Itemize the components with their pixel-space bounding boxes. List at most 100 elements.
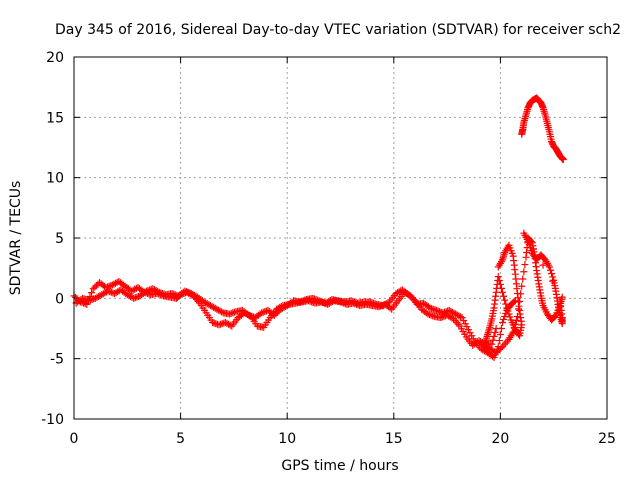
data-point-marker [506, 313, 514, 321]
data-point-marker [91, 283, 99, 291]
data-point-marker [499, 318, 507, 326]
data-point-marker [227, 309, 235, 317]
data-point-marker [317, 297, 325, 305]
data-point-marker [517, 290, 525, 298]
data-point-marker [144, 286, 152, 294]
data-point-marker [426, 304, 434, 312]
data-point-marker [299, 297, 307, 305]
data-point-marker [210, 319, 218, 327]
data-point-marker [262, 307, 270, 315]
data-point-marker [90, 295, 98, 303]
data-point-marker [92, 282, 100, 290]
data-point-marker [157, 289, 165, 297]
y-tick-label: 10 [46, 171, 64, 187]
data-point-marker [408, 294, 416, 302]
data-point-marker [499, 288, 507, 296]
data-point-marker [429, 312, 437, 320]
data-point-marker [458, 314, 466, 322]
x-axis-label: GPS time / hours [281, 458, 398, 474]
data-point-marker [155, 288, 163, 296]
data-point-marker [107, 282, 115, 290]
data-point-marker [434, 307, 442, 315]
data-point-marker [525, 241, 533, 249]
data-point-marker [168, 290, 176, 298]
series-track-c [479, 229, 566, 357]
data-point-marker [386, 304, 394, 312]
data-point-marker [524, 238, 532, 246]
data-point-marker [106, 288, 114, 296]
data-point-marker [466, 329, 474, 337]
data-point-marker [82, 296, 90, 304]
data-point-marker [312, 296, 320, 304]
data-point-marker [405, 291, 413, 299]
data-point-marker [104, 287, 112, 295]
data-point-marker [371, 300, 379, 308]
data-point-marker [513, 312, 521, 320]
data-point-marker [245, 311, 253, 319]
data-point-marker [410, 295, 418, 303]
data-point-marker [226, 310, 234, 318]
data-point-marker [88, 296, 96, 304]
data-point-marker [368, 299, 376, 307]
data-point-marker [500, 315, 508, 323]
data-point-marker [558, 293, 566, 301]
data-point-marker [186, 289, 194, 297]
data-point-marker [314, 296, 322, 304]
data-point-marker [309, 294, 317, 302]
data-marks [70, 94, 567, 361]
data-point-marker [491, 348, 499, 356]
data-point-marker [298, 297, 306, 305]
data-point-marker [504, 307, 512, 315]
data-point-marker [461, 320, 469, 328]
data-point-marker [496, 331, 504, 339]
data-point-marker [547, 266, 555, 274]
series-track-d [518, 94, 567, 164]
plot-frame [73, 56, 608, 420]
data-point-marker [464, 326, 472, 334]
data-point-marker [85, 297, 93, 305]
data-point-marker [505, 310, 513, 318]
data-point-marker [133, 293, 141, 301]
data-point-marker [519, 275, 527, 283]
x-tick-label: 25 [598, 431, 616, 447]
x-tick-label: 0 [70, 431, 79, 447]
data-point-marker [460, 317, 468, 325]
data-point-marker [526, 244, 534, 252]
chart-title: Day 345 of 2016, Sidereal Day-to-day VTE… [55, 22, 621, 38]
data-point-marker [217, 320, 225, 328]
data-point-marker [250, 313, 258, 321]
data-point-marker [215, 321, 223, 329]
series-track-b [72, 285, 500, 349]
data-point-marker [497, 344, 505, 352]
data-point-marker [429, 305, 437, 313]
data-point-marker [432, 306, 440, 314]
y-tick-label: 0 [55, 291, 64, 307]
data-point-marker [130, 294, 138, 302]
data-point-marker [230, 308, 238, 316]
data-point-marker [259, 308, 267, 316]
data-point-marker [310, 295, 318, 303]
data-point-marker [80, 295, 88, 303]
data-point-marker [406, 292, 414, 300]
data-point-marker [366, 298, 374, 306]
data-point-marker [500, 341, 508, 349]
data-point-marker [272, 310, 280, 318]
data-point-marker [131, 285, 139, 293]
y-tick-label: -5 [50, 352, 64, 368]
data-point-marker [490, 332, 498, 340]
data-point-marker [384, 299, 392, 307]
data-point-marker [463, 323, 471, 331]
x-tick-label: 20 [491, 431, 509, 447]
data-point-marker [489, 336, 497, 344]
data-point-marker [431, 306, 439, 314]
data-point-marker [347, 297, 355, 305]
data-point-marker [315, 297, 323, 305]
data-point-marker [512, 316, 520, 324]
data-point-marker [510, 324, 518, 332]
data-point-marker [556, 299, 564, 307]
data-point-marker [468, 332, 476, 340]
data-point-marker [492, 349, 500, 357]
data-point-marker [424, 310, 432, 318]
data-point-marker [209, 318, 217, 326]
